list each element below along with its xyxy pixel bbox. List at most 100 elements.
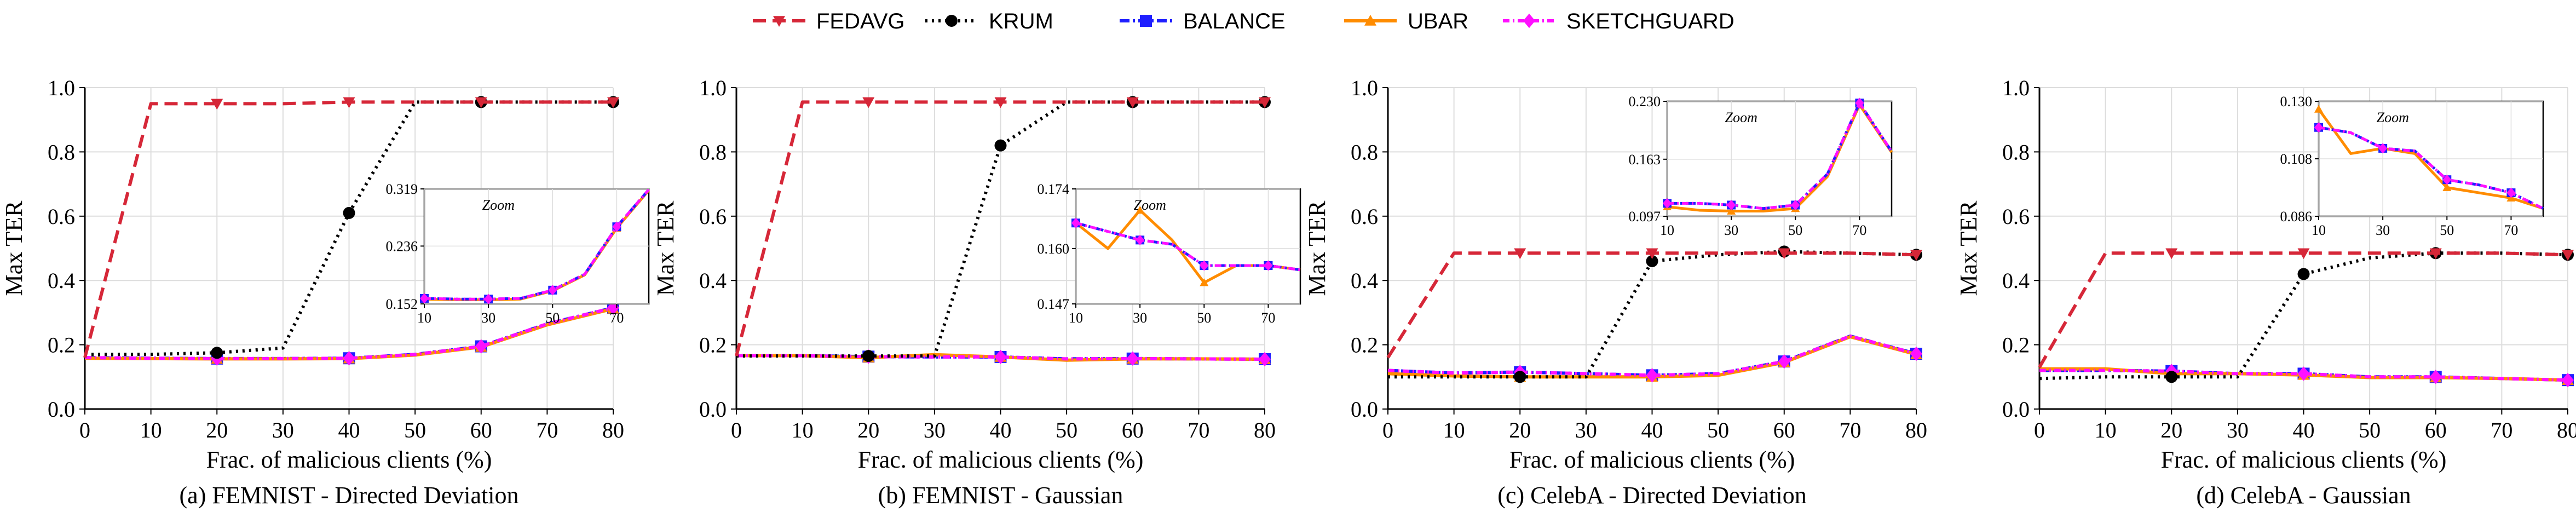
panel-caption: (a) FEMNIST - Directed Deviation (180, 482, 519, 509)
x-tick-label: 70 (1839, 418, 1861, 442)
data-point (994, 139, 1007, 152)
zoom-data-point (2506, 187, 2516, 198)
panel-caption: (c) CelebA - Directed Deviation (1497, 482, 1806, 509)
x-tick-label: 0 (79, 418, 90, 442)
zoom-data-point (612, 221, 621, 232)
data-point (343, 97, 355, 108)
zoom-y-tick-label: 0.236 (386, 238, 418, 254)
x-axis-label: Frac. of malicious clients (%) (2161, 446, 2447, 473)
chart-panel: 0 10 20 30 40 50 60 70 80 0.0 0.2 0.4 0.6 0.8 1.0 Frac.… (1304, 76, 1927, 509)
zoom-series-line (2318, 126, 2544, 210)
zoom-y-tick-label: 0.160 (1038, 241, 1070, 257)
y-tick-label: 0.6 (2002, 204, 2030, 229)
y-tick-label: 1.0 (48, 76, 75, 100)
x-tick-label: 60 (2425, 418, 2447, 442)
x-tick-label: 20 (857, 418, 879, 442)
y-tick-label: 0.6 (48, 204, 75, 229)
y-tick-label: 0.0 (1351, 397, 1378, 422)
x-tick-label: 70 (2491, 418, 2512, 442)
data-point (1778, 354, 1790, 369)
zoom-x-tick-label: 10 (1069, 310, 1083, 326)
zoom-data-point (484, 293, 493, 304)
x-tick-label: 70 (1188, 418, 1209, 442)
zoom-x-tick-label: 70 (609, 310, 624, 326)
legend-item: FEDAVG (753, 9, 905, 33)
data-point (994, 349, 1007, 365)
legend-swatch-marker (773, 16, 785, 27)
y-tick-label: 0.6 (1351, 204, 1378, 229)
y-tick-label: 1.0 (2002, 76, 2030, 100)
zoom-x-tick-label: 10 (1660, 222, 1674, 238)
zoom-series-sketchguard (1071, 217, 1301, 272)
data-point (2297, 268, 2310, 280)
data-point (1514, 248, 1526, 260)
series-sketchguard (84, 300, 619, 366)
zoom-data-point (1071, 217, 1080, 228)
legend-label: FEDAVG (816, 9, 905, 33)
x-tick-label: 0 (731, 418, 742, 442)
y-tick-label: 1.0 (1351, 76, 1378, 100)
zoom-x-tick-label: 50 (1197, 310, 1211, 326)
zoom-series-sketchguard (1663, 97, 1893, 211)
y-tick-label: 0.8 (2002, 140, 2030, 164)
x-tick-label: 60 (1773, 418, 1795, 442)
zoom-series-sketchguard (2314, 122, 2544, 210)
x-axis-label: Frac. of malicious clients (%) (858, 446, 1144, 473)
data-point (211, 99, 223, 110)
x-tick-label: 30 (1575, 418, 1597, 442)
legend-swatch-marker (1523, 13, 1535, 28)
y-tick-label: 0.4 (699, 268, 727, 293)
zoom-data-point (1855, 97, 1864, 108)
x-tick-label: 50 (2359, 418, 2381, 442)
data-point (2429, 248, 2442, 260)
y-tick-label: 0.2 (2002, 333, 2030, 358)
zoom-y-tick-label: 0.174 (1038, 181, 1070, 197)
x-axis-label: Frac. of malicious clients (%) (1509, 446, 1795, 473)
legend-item: BALANCE (1120, 9, 1286, 33)
zoom-series-line (1667, 103, 1893, 213)
zoom-data-point (2378, 143, 2388, 154)
x-tick-label: 30 (272, 418, 294, 442)
zoom-frame (1666, 100, 1893, 217)
chart-panel: 0 10 20 30 40 50 60 70 80 0.0 0.2 0.4 0.6 0.8 1.0 Frac.… (652, 76, 1301, 509)
zoom-x-tick-label: 70 (1852, 222, 1866, 238)
zoom-data-point (1663, 198, 1672, 209)
zoom-data-point (1727, 199, 1736, 211)
zoom-y-tick-label: 0.163 (1629, 152, 1661, 168)
series-line (1387, 334, 1917, 377)
legend-item: UBAR (1344, 9, 1468, 33)
x-tick-label: 10 (792, 418, 814, 442)
x-tick-label: 20 (1509, 418, 1531, 442)
legend-item: SKETCHGUARD (1503, 9, 1734, 33)
y-tick-label: 0.0 (48, 397, 75, 422)
y-tick-label: 0.8 (1351, 140, 1378, 164)
data-point (1646, 248, 1658, 260)
zoom-y-tick-label: 0.130 (2280, 94, 2313, 110)
x-tick-label: 80 (1254, 418, 1276, 442)
y-tick-label: 1.0 (699, 76, 727, 100)
data-point (1259, 352, 1271, 367)
data-point (2297, 366, 2310, 381)
x-tick-label: 40 (338, 418, 360, 442)
x-tick-label: 70 (536, 418, 558, 442)
data-point (1910, 346, 1922, 361)
zoom-series-sketchguard (420, 188, 650, 304)
zoom-x-tick-label: 30 (2376, 222, 2390, 238)
zoom-x-tick-label: 50 (545, 310, 560, 326)
zoom-data-point (1200, 278, 1209, 286)
zoom-x-tick-label: 30 (481, 310, 495, 326)
data-point (1514, 371, 1526, 383)
y-tick-label: 0.4 (48, 268, 75, 293)
zoom-x-tick-label: 50 (1788, 222, 1802, 238)
series-fedavg (735, 97, 1271, 356)
y-axis-label: Max TER (1, 200, 27, 296)
data-point (1910, 250, 1922, 261)
legend-label: SKETCHGUARD (1566, 9, 1734, 33)
data-point (1646, 368, 1658, 383)
data-point (211, 347, 223, 359)
zoom-x-tick-label: 10 (2312, 222, 2326, 238)
data-point (1259, 97, 1271, 108)
data-point (2562, 250, 2574, 261)
zoom-x-tick-label: 30 (1133, 310, 1147, 326)
